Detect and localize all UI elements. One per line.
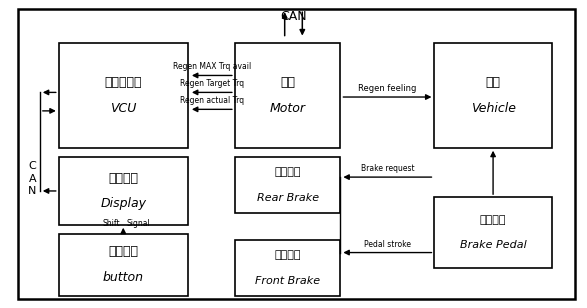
- Bar: [434, 43, 552, 148]
- Bar: [59, 157, 188, 225]
- Text: CAN: CAN: [280, 10, 307, 23]
- Text: 前制动器: 前制动器: [274, 250, 301, 260]
- Text: Display: Display: [100, 197, 146, 210]
- Text: 物理按键: 物理按键: [108, 245, 139, 258]
- Text: Motor: Motor: [269, 102, 306, 115]
- Text: Pedal stroke: Pedal stroke: [364, 240, 411, 249]
- Text: Regen feeling: Regen feeling: [358, 84, 417, 93]
- Text: Signal: Signal: [126, 219, 150, 228]
- Bar: [235, 240, 340, 296]
- Text: 仪表显示: 仪表显示: [108, 172, 139, 184]
- Text: Shift: Shift: [103, 219, 120, 228]
- Text: Rear Brake: Rear Brake: [257, 193, 319, 203]
- Text: C
A
N: C A N: [28, 161, 36, 196]
- Text: Brake Pedal: Brake Pedal: [460, 241, 527, 250]
- Bar: [434, 197, 552, 268]
- Text: 整车: 整车: [485, 76, 501, 89]
- Text: Front Brake: Front Brake: [255, 276, 320, 286]
- Text: button: button: [103, 271, 144, 284]
- Bar: [59, 234, 188, 296]
- Bar: [235, 43, 340, 148]
- Bar: [59, 43, 188, 148]
- Text: 制动踏板: 制动踏板: [480, 215, 507, 225]
- Text: Brake request: Brake request: [360, 164, 414, 173]
- Text: 电机: 电机: [280, 76, 295, 89]
- Text: 后制动器: 后制动器: [274, 167, 301, 177]
- Bar: [235, 157, 340, 213]
- Text: Regen actual Trq: Regen actual Trq: [180, 96, 244, 105]
- Text: VCU: VCU: [110, 102, 136, 115]
- Text: 整车控制器: 整车控制器: [104, 76, 142, 89]
- Text: Vehicle: Vehicle: [471, 102, 515, 115]
- Text: Regen Target Trq: Regen Target Trq: [180, 79, 244, 88]
- Text: Regen MAX Trq avail: Regen MAX Trq avail: [173, 63, 251, 71]
